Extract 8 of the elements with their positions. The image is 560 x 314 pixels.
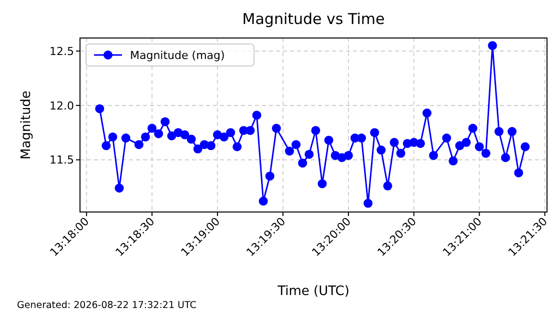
legend-label: Magnitude (mag) bbox=[130, 48, 225, 62]
text: Generated: 2026-08-22 17:32:21 UTC bbox=[17, 300, 197, 311]
y-axis-title: Magnitude bbox=[19, 90, 34, 160]
x-axis-title: Time (UTC) bbox=[276, 284, 350, 299]
y-tick-label: 12.0 bbox=[50, 99, 74, 112]
y-tick-label: 11.5 bbox=[50, 154, 74, 167]
chart-title: Magnitude vs Time bbox=[242, 10, 385, 28]
y-tick-label: 12.5 bbox=[50, 44, 74, 58]
